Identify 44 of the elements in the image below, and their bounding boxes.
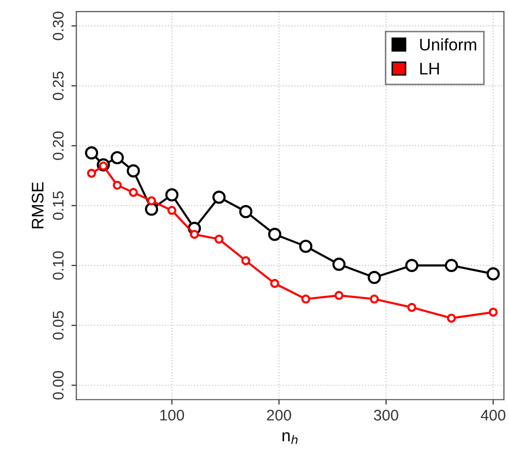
point [368, 270, 381, 284]
point [446, 314, 456, 323]
point [112, 180, 122, 190]
point [214, 234, 224, 244]
x-tick-label: 100 [160, 410, 184, 421]
point [147, 196, 156, 206]
point [370, 294, 379, 304]
point [332, 258, 346, 271]
y-tick-label: 0.15 [52, 191, 64, 220]
point [110, 151, 124, 164]
point [239, 204, 252, 218]
point [299, 240, 312, 253]
point [128, 188, 138, 197]
point [190, 230, 199, 239]
point [301, 294, 310, 304]
legend-label: LH [420, 62, 439, 74]
point [212, 190, 226, 204]
point [84, 146, 98, 160]
point [87, 168, 96, 178]
x-tick-label: 400 [480, 410, 506, 421]
point [241, 256, 250, 266]
y-tick-label: 0.10 [52, 251, 64, 280]
point [126, 164, 140, 178]
x-axis-title: n$_{h}$ [282, 432, 298, 444]
y-tick-label: 0.20 [52, 131, 64, 160]
x-tick-label: 200 [267, 410, 292, 421]
point [165, 188, 178, 202]
point [486, 267, 500, 280]
y-tick-label: 0.00 [52, 370, 64, 400]
y-axis-title: RMSE [32, 182, 44, 228]
point [144, 202, 158, 216]
x-tick-label: 300 [374, 410, 398, 421]
point [268, 228, 282, 241]
point [407, 302, 416, 312]
point [270, 278, 280, 288]
point [334, 290, 344, 300]
point [167, 206, 176, 215]
y-tick-label: 0.25 [52, 72, 64, 100]
y-tick-label: 0.05 [52, 311, 64, 340]
legend-label: Uniform [420, 38, 476, 51]
point [444, 258, 458, 272]
point [488, 308, 498, 317]
point [405, 258, 418, 272]
y-tick-label: 0.30 [52, 12, 64, 40]
